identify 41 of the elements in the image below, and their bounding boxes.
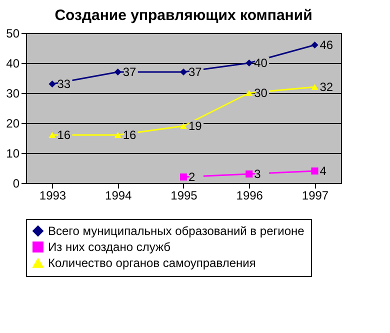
point (246, 90, 253, 96)
data-label: 4 (320, 164, 327, 178)
x-tick-label: 1994 (105, 188, 132, 202)
legend-label: Из них создано служб (48, 240, 171, 254)
data-label: 30 (254, 86, 268, 100)
point (114, 132, 122, 138)
point (311, 167, 318, 175)
y-tick-label: 0 (12, 176, 20, 190)
data-label: 40 (254, 56, 268, 70)
point (180, 173, 188, 181)
data-label: 46 (320, 38, 334, 52)
data-label: 2 (188, 170, 196, 184)
data-label: 37 (188, 65, 202, 79)
data-label: 32 (320, 80, 334, 94)
legend-label: Всего муниципальных образований в регионе (48, 224, 305, 238)
y-tick-label: 30 (6, 86, 20, 100)
data-label: 3 (254, 167, 262, 181)
x-tick-label: 1996 (236, 188, 264, 202)
legend-label: Количество органов самоуправления (48, 256, 256, 270)
point (246, 59, 253, 67)
point (48, 132, 56, 138)
y-tick-label: 40 (6, 56, 20, 70)
x-tick-label: 1995 (170, 188, 198, 202)
point (311, 84, 318, 90)
y-tick-label: 50 (6, 26, 20, 40)
y-tick-label: 20 (6, 116, 20, 130)
y-tick-label: 10 (6, 146, 20, 160)
point (114, 68, 122, 76)
data-label: 37 (122, 65, 137, 79)
x-tick-label: 1997 (302, 188, 329, 202)
point (246, 170, 253, 178)
point (180, 68, 188, 76)
point (180, 122, 188, 130)
data-label: 16 (122, 128, 137, 142)
x-tick-label: 1993 (39, 188, 66, 202)
data-label: 19 (188, 119, 202, 133)
data-label: 33 (57, 77, 71, 91)
point (48, 80, 56, 88)
data-label: 16 (57, 128, 71, 142)
chart-title: Создание управляющих компаний (54, 7, 312, 24)
point (311, 41, 318, 49)
